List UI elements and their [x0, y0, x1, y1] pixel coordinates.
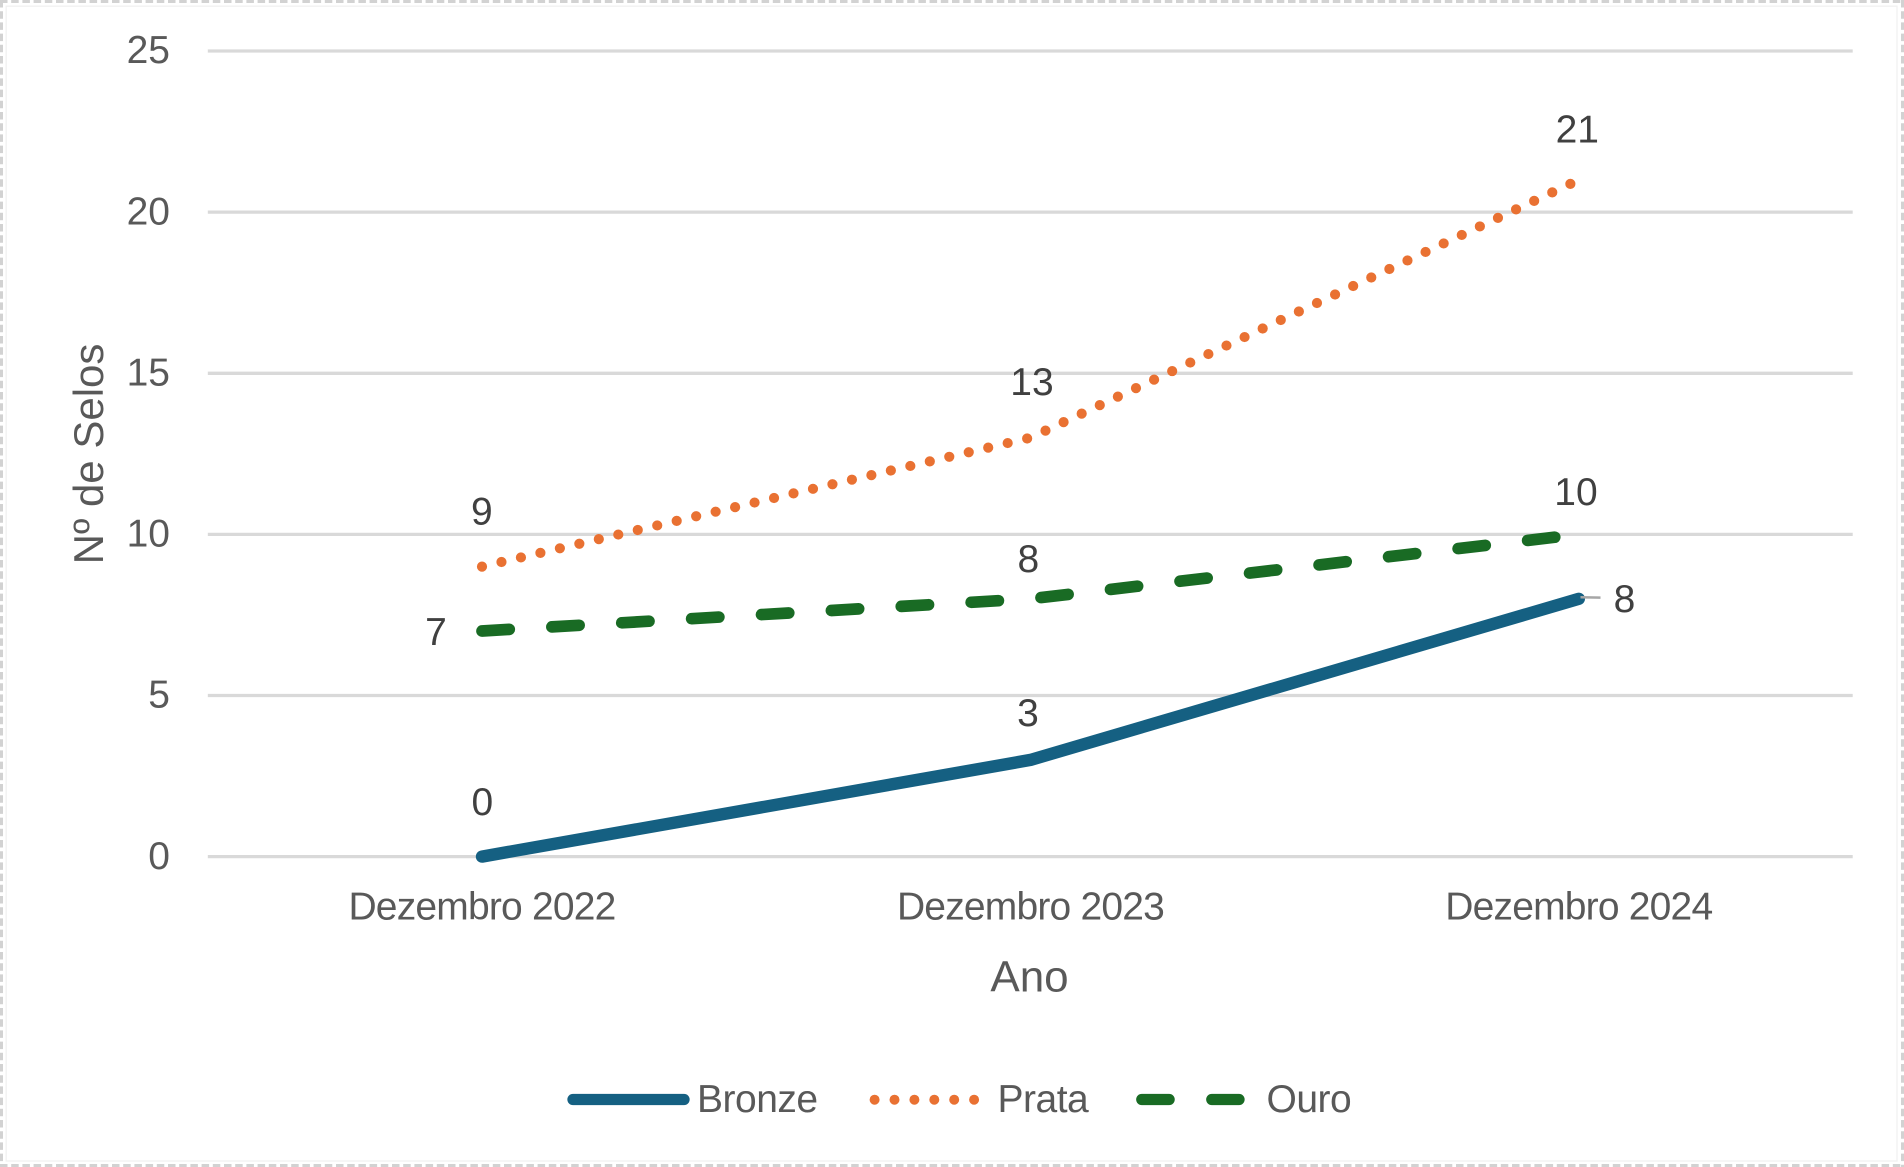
svg-text:Prata: Prata — [998, 1078, 1090, 1121]
svg-text:Dezembro 2022: Dezembro 2022 — [348, 886, 615, 929]
svg-text:13: 13 — [1010, 361, 1053, 404]
svg-text:9: 9 — [471, 491, 493, 534]
svg-text:0: 0 — [148, 835, 170, 878]
svg-text:15: 15 — [127, 352, 170, 395]
svg-text:Dezembro 2023: Dezembro 2023 — [897, 886, 1164, 929]
svg-text:10: 10 — [127, 513, 170, 556]
svg-text:8: 8 — [1017, 538, 1039, 581]
svg-text:Nº de Selos: Nº de Selos — [65, 344, 112, 565]
svg-text:Ano: Ano — [990, 953, 1068, 1002]
svg-text:25: 25 — [127, 29, 170, 72]
svg-text:3: 3 — [1017, 692, 1039, 735]
svg-text:Bronze: Bronze — [697, 1078, 818, 1121]
svg-text:21: 21 — [1556, 108, 1599, 151]
svg-text:5: 5 — [148, 674, 170, 717]
svg-text:20: 20 — [127, 190, 170, 233]
svg-text:Ouro: Ouro — [1267, 1078, 1352, 1121]
svg-text:7: 7 — [425, 611, 447, 654]
svg-text:10: 10 — [1554, 471, 1597, 514]
svg-text:8: 8 — [1614, 578, 1636, 621]
svg-text:Dezembro 2024: Dezembro 2024 — [1445, 886, 1712, 929]
svg-text:0: 0 — [472, 781, 494, 824]
